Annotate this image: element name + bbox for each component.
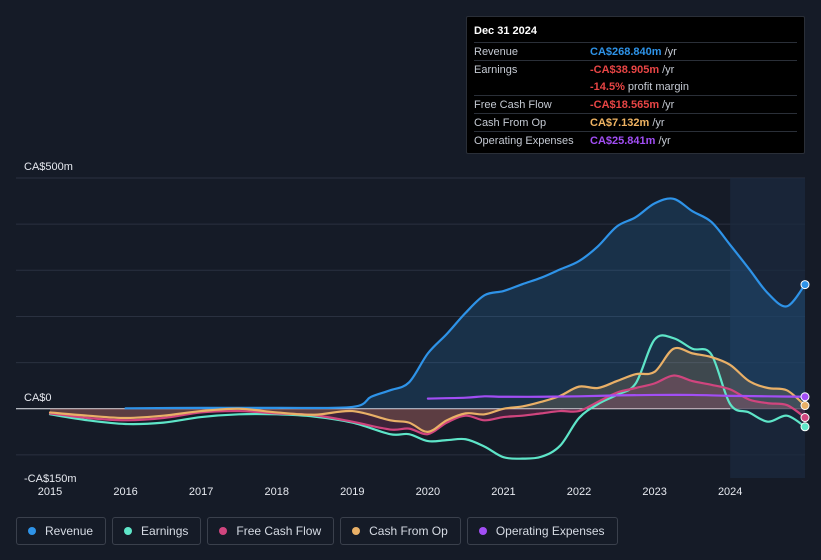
legend-dot-icon [478,527,487,535]
legend-label: Operating Expenses [495,524,605,538]
x-tick-label: 2021 [491,486,515,498]
x-tick-label: 2019 [340,486,364,498]
legend-label: Free Cash Flow [236,524,322,538]
tooltip-label: Cash From Op [474,116,547,129]
legend-item-revenue[interactable]: Revenue [16,517,107,545]
x-tick-label: 2024 [718,486,742,498]
tooltip-value: -CA$18.565m [590,98,660,111]
series-endpoint-operating-expenses [800,392,810,402]
chart-legend: Revenue Earnings Free Cash Flow Cash Fro… [16,517,618,545]
x-tick-label: 2018 [264,486,288,498]
tooltip-unit: /yr [662,98,675,111]
tooltip-label: Free Cash Flow [474,98,552,111]
tooltip-value: CA$25.841m [590,134,656,147]
x-tick-label: 2016 [113,486,137,498]
tooltip-unit: /yr [652,116,665,129]
tooltip-unit: profit margin [627,80,689,93]
data-tooltip: Dec 31 2024 Revenue CA$268.840m /yr Earn… [466,16,805,154]
series-endpoint-free-cash-flow [800,413,810,423]
legend-item-cash-from-op[interactable]: Cash From Op [340,517,461,545]
series-area-cash-from-op [50,347,806,432]
y-axis-labels: CA$500m CA$0 -CA$150m [24,161,77,485]
series-areas [50,198,806,435]
legend-dot-icon [28,527,36,535]
legend-item-free-cash-flow[interactable]: Free Cash Flow [207,517,335,545]
series-line-cash-from-op [48,346,807,433]
tooltip-row-revenue: Revenue CA$268.840m /yr [474,42,797,60]
tooltip-row-earnings: Earnings -CA$38.905m /yr [474,60,797,78]
tooltip-label: Operating Expenses [474,134,574,147]
tooltip-date: Dec 31 2024 [474,25,537,37]
series-endpoint-revenue [800,280,810,290]
y-tick-label: -CA$150m [24,473,77,485]
tooltip-value: CA$268.840m [590,45,662,58]
x-tick-label: 2022 [567,486,591,498]
tooltip-value: CA$7.132m [590,116,650,129]
series-endpoint-earnings [800,422,810,432]
tooltip-row-profit-margin: -14.5% profit margin [474,78,797,95]
tooltip-row-free-cash-flow: Free Cash Flow -CA$18.565m /yr [474,95,797,113]
series-line-earnings [48,334,807,460]
tooltip-unit: /yr [662,63,675,76]
tooltip-unit: /yr [658,134,671,147]
series-line-revenue [124,197,807,410]
series-area-free-cash-flow [50,375,806,435]
tooltip-value: -CA$38.905m [590,63,660,76]
tooltip-label: Earnings [474,63,518,76]
legend-item-operating-expenses[interactable]: Operating Expenses [466,517,618,545]
series-line-operating-expenses [426,393,807,400]
legend-dot-icon [352,527,361,535]
legend-label: Revenue [45,524,94,538]
series-endpoint-cash-from-op [800,401,810,411]
tooltip-label: Revenue [474,45,519,58]
legend-dot-icon [124,527,133,535]
forecast-shade [730,178,805,478]
series-line-free-cash-flow [48,374,807,436]
legend-dot-icon [219,527,228,535]
legend-label: Earnings [141,524,189,538]
x-tick-label: 2023 [642,486,666,498]
series-lines [48,197,807,460]
legend-label: Cash From Op [369,524,448,538]
tooltip-unit: /yr [664,45,677,58]
tooltip-row-cash-from-op: Cash From Op CA$7.132m /yr [474,113,797,131]
series-area-revenue [125,198,806,409]
y-tick-label: CA$0 [24,392,52,404]
x-tick-label: 2015 [38,486,62,498]
tooltip-row-operating-expenses: Operating Expenses CA$25.841m /yr [474,131,797,149]
legend-item-earnings[interactable]: Earnings [112,517,202,545]
x-tick-label: 2020 [416,486,440,498]
series-endpoints [800,280,810,432]
x-tick-label: 2017 [189,486,213,498]
x-axis-labels: 2015 2016 2017 2018 2019 2020 2021 2022 … [38,486,743,498]
tooltip-value: -14.5% [590,80,625,93]
y-tick-label: CA$500m [24,161,73,173]
